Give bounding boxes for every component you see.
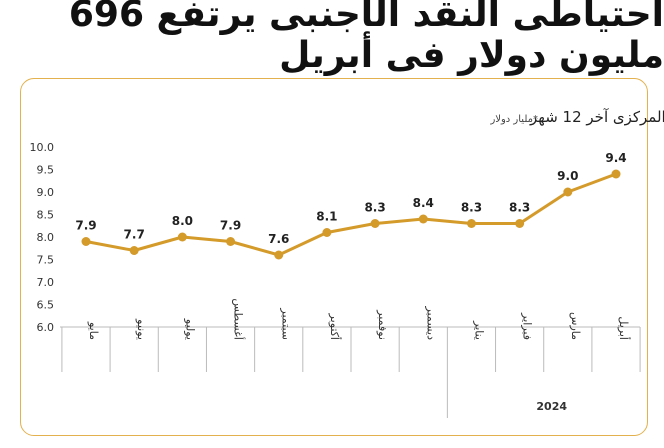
x-tick-label: يوليو [183,318,196,340]
data-label: 8.3 [461,201,482,215]
headline: احتياطى النقد الأجنبى يرتفع 696 مليون دو… [68,0,664,76]
data-point [515,219,525,228]
x-tick-label: نوفمبر [376,309,389,340]
y-axis: 10.0 9.5 9.0 8.5 8.0 7.5 7.0 6.5 6.0 [30,141,55,334]
y-tick-label: 7.5 [37,254,55,267]
data-point [563,187,573,197]
x-tick-label: ديسمبر [424,305,437,340]
chart-card [20,78,648,436]
data-label: 8.3 [509,201,530,215]
y-tick-label: 6.0 [37,321,55,334]
data-point [322,228,332,237]
x-tick-label: فبراير [521,312,534,340]
data-label: 7.6 [268,232,289,246]
data-label: 8.1 [316,210,337,224]
data-label: 8.3 [364,201,385,215]
y-tick-label: 10.0 [30,141,55,154]
data-point [226,237,236,246]
y-tick-label: 7.0 [37,276,55,289]
data-point [611,169,621,179]
x-tick-label: يناير [472,320,485,340]
data-labels: 7.9 7.7 8.0 7.9 7.6 8.1 8.3 8.4 8.3 8.3 9.0 9.4 [75,151,626,246]
data-point [466,219,476,228]
x-tick-label: مارس [569,312,582,340]
year-label: 2024 [536,400,567,413]
y-tick-label: 8.5 [37,209,55,222]
data-label: 8.0 [172,214,193,228]
y-tick-label: 8.0 [37,231,55,244]
y-tick-label: 9.0 [37,186,55,199]
data-point [129,246,139,255]
data-label: 9.4 [605,151,626,165]
y-tick-label: 9.5 [37,164,55,177]
chart-title: تطور احتياطى الذهب لدى البنك المركزى آخر… [529,108,664,126]
data-label: 7.9 [220,219,241,233]
x-tick-label: أكتوبر [328,313,342,340]
x-tick-label: سبتمبر [280,307,293,340]
data-point [177,232,187,242]
x-tick-label: أغسطس [232,298,246,340]
x-tick-label: مايو [87,321,100,340]
x-tick-label: يونيو [135,318,148,340]
data-point [370,219,380,228]
series-line [85,172,617,257]
y-tick-label: 6.5 [37,299,55,312]
data-label: 9.0 [557,169,578,183]
chart-unit-note: *مليار دولار [489,114,538,125]
series-reserves [81,169,621,260]
x-tick-label: أبريل [617,316,631,340]
data-label: 7.7 [124,228,145,242]
data-point [418,214,428,224]
data-point [274,250,284,260]
data-label: 7.9 [75,219,96,233]
data-point [81,237,91,246]
data-label: 8.4 [413,196,434,210]
x-axis: مايو يونيو يوليو أغسطس سبتمبر أكتوبر نوفمبر ديس… [60,298,641,418]
